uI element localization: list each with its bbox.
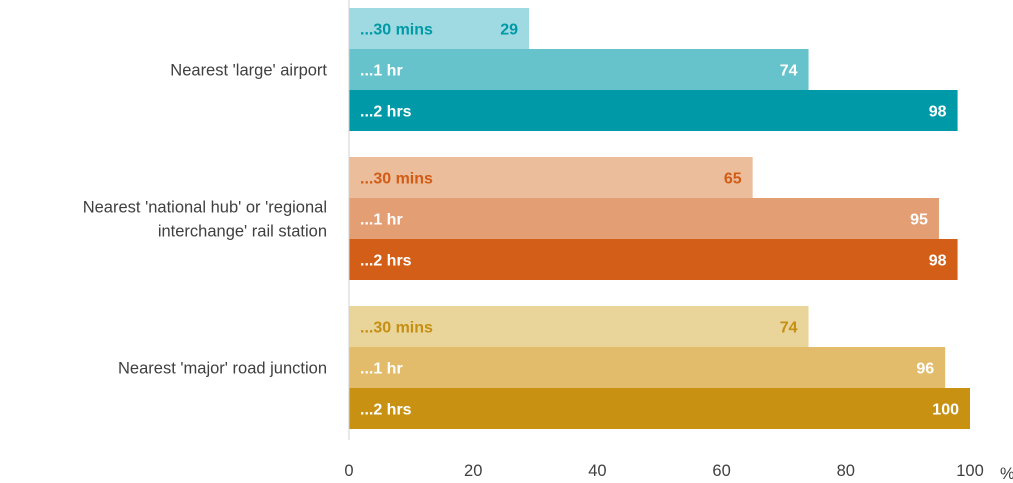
bar-series-label: ...30 mins xyxy=(360,320,433,337)
bar-value-label: 98 xyxy=(929,104,947,121)
bar xyxy=(349,306,809,347)
bar-value-label: 98 xyxy=(929,253,947,270)
bar-value-label: 74 xyxy=(780,320,798,337)
bar xyxy=(349,8,530,49)
bar-series-label: ...2 hrs xyxy=(360,104,412,121)
x-tick-label: 20 xyxy=(464,462,482,480)
category-label: interchange' rail station xyxy=(158,223,327,241)
bar xyxy=(349,347,946,388)
bar xyxy=(349,388,970,429)
bar-series-label: ...1 hr xyxy=(360,63,403,80)
bar-value-label: 100 xyxy=(932,402,959,419)
category-labels: Nearest 'large' airport Nearest 'national… xyxy=(83,62,328,378)
bar-series-label: ...1 hr xyxy=(360,361,403,378)
bar-value-label: 74 xyxy=(780,63,798,80)
bar-series-label: ...2 hrs xyxy=(360,402,412,419)
bar xyxy=(349,49,809,90)
category-label: Nearest 'national hub' or 'regional xyxy=(83,199,327,217)
bar-value-label: 65 xyxy=(724,171,742,188)
bar-series-label: ...30 mins xyxy=(360,22,433,39)
bar-value-label: 95 xyxy=(910,212,928,229)
x-tick-label: 80 xyxy=(837,462,855,480)
bar-value-label: 96 xyxy=(916,361,934,378)
x-tick-label: 100 xyxy=(956,462,984,480)
x-tick-label: 60 xyxy=(712,462,730,480)
bar xyxy=(349,239,958,280)
bar xyxy=(349,157,753,198)
bar xyxy=(349,90,958,131)
bars-layer: ...30 mins 29 ...1 hr 74 ...2 hrs 98 ...30 min… xyxy=(349,8,970,429)
bar-series-label: ...1 hr xyxy=(360,212,403,229)
category-label: Nearest 'large' airport xyxy=(170,62,327,80)
bar xyxy=(349,198,939,239)
x-axis-ticks: 0 20 40 60 80 100 xyxy=(344,462,983,480)
bar-value-label: 29 xyxy=(500,22,518,39)
category-label: Nearest 'major' road junction xyxy=(118,360,327,378)
bar-series-label: ...2 hrs xyxy=(360,253,412,270)
x-tick-label: 0 xyxy=(344,462,353,480)
x-axis-unit-label: % xyxy=(1000,465,1013,483)
x-tick-label: 40 xyxy=(588,462,606,480)
bar-series-label: ...30 mins xyxy=(360,171,433,188)
